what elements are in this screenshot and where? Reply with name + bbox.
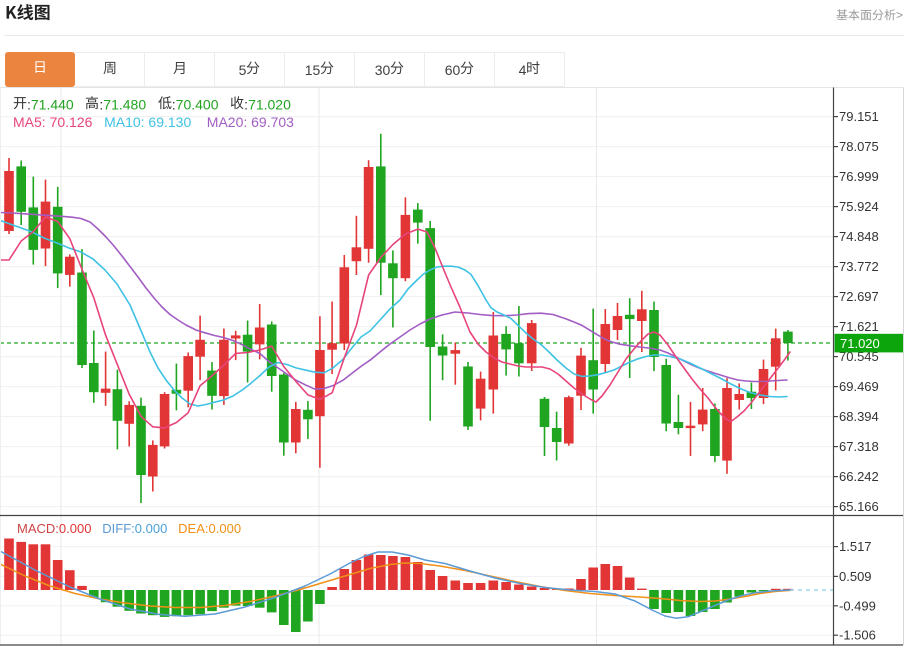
svg-text:-0.499: -0.499 — [839, 598, 876, 613]
svg-text:0.509: 0.509 — [839, 569, 872, 584]
svg-text:1.517: 1.517 — [839, 539, 872, 554]
svg-text:79.151: 79.151 — [839, 109, 879, 124]
svg-text:65.166: 65.166 — [839, 499, 879, 514]
svg-text:68.394: 68.394 — [839, 409, 879, 424]
svg-text:70.545: 70.545 — [839, 349, 879, 364]
svg-text:71.020: 71.020 — [840, 336, 880, 351]
svg-text:78.075: 78.075 — [839, 139, 879, 154]
svg-text:74.848: 74.848 — [839, 229, 879, 244]
svg-text:72.697: 72.697 — [839, 289, 879, 304]
svg-text:69.469: 69.469 — [839, 379, 879, 394]
svg-text:73.772: 73.772 — [839, 259, 879, 274]
svg-text:75.924: 75.924 — [839, 199, 879, 214]
svg-text:66.242: 66.242 — [839, 469, 879, 484]
svg-text:-1.506: -1.506 — [839, 628, 876, 643]
svg-text:76.999: 76.999 — [839, 169, 879, 184]
svg-text:67.318: 67.318 — [839, 439, 879, 454]
svg-text:71.621: 71.621 — [839, 319, 879, 334]
